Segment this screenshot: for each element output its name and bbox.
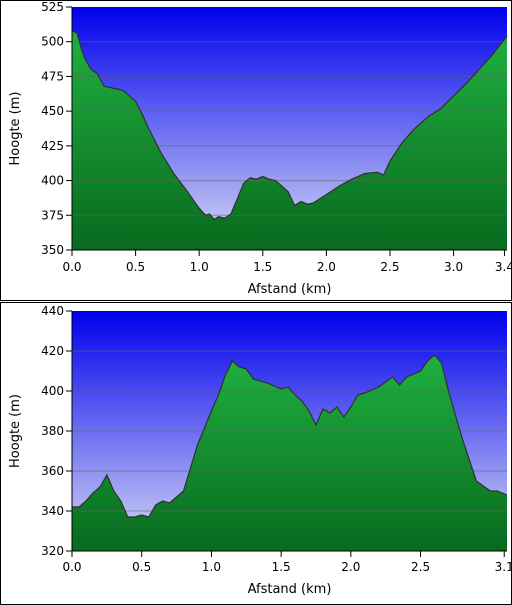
- y-tick-label: 450: [41, 104, 64, 118]
- elevation-area: [72, 30, 507, 250]
- chart-panel-bottom: 320 340 360 380 400 420 440 0.0 0.5 1.0 1.5 2.0 2.5 3…: [0, 302, 512, 605]
- y-tick-label: 360: [41, 464, 64, 478]
- x-tick-label: 3.1: [495, 560, 511, 574]
- elevation-line: [72, 354, 508, 518]
- elevation-line: [71, 30, 508, 221]
- x-tick-label: 2.0: [341, 560, 360, 574]
- x-axis-title: Afstand (km): [248, 282, 332, 297]
- y-tick-label: 380: [41, 424, 64, 438]
- x-tick-label: 2.5: [380, 260, 399, 274]
- y-tick-label: 425: [41, 139, 64, 153]
- y-tick-label: 340: [41, 504, 64, 518]
- y-tick-label: 320: [41, 544, 64, 558]
- y-tick-label: 525: [41, 1, 64, 14]
- y-axis-title: Hoogte (m): [8, 92, 23, 166]
- x-tick-label: 2.5: [411, 560, 430, 574]
- x-tick-label: 2.0: [317, 260, 336, 274]
- y-tick-label: 375: [41, 208, 64, 222]
- x-tick-label: 0.0: [62, 560, 81, 574]
- x-tick-label: 3.0: [444, 260, 463, 274]
- x-tick-label: 0.0: [62, 260, 81, 274]
- elevation-chart-bottom: 320 340 360 380 400 420 440 0.0 0.5 1.0 1.5 2.0 2.5 3…: [8, 304, 511, 597]
- x-tick-label: 1.5: [272, 560, 291, 574]
- elevation-area: [72, 355, 507, 551]
- y-tick-label: 420: [41, 344, 64, 358]
- y-tick-label: 500: [41, 35, 64, 49]
- x-axis-title: Afstand (km): [248, 582, 332, 597]
- y-tick-label: 400: [41, 174, 64, 188]
- x-tick-label: 0.5: [132, 560, 151, 574]
- x-tick-label: 3.4: [495, 260, 511, 274]
- x-tick-label: 1.0: [190, 260, 209, 274]
- y-tick-label: 475: [41, 69, 64, 83]
- chart-panel-top: 350 375 400 425 450 475 500 525 0.0 0.5 1.0 1.5 2.0 2…: [0, 0, 512, 301]
- x-tick-label: 0.5: [126, 260, 145, 274]
- x-tick-label: 1.5: [253, 260, 272, 274]
- elevation-chart-top: 350 375 400 425 450 475 500 525 0.0 0.5 1.0 1.5 2.0 2…: [8, 1, 511, 297]
- y-tick-label: 440: [41, 304, 64, 318]
- y-tick-label: 350: [41, 243, 64, 257]
- x-tick-label: 1.0: [202, 560, 221, 574]
- y-tick-label: 400: [41, 384, 64, 398]
- y-axis-title: Hoogte (m): [8, 394, 23, 468]
